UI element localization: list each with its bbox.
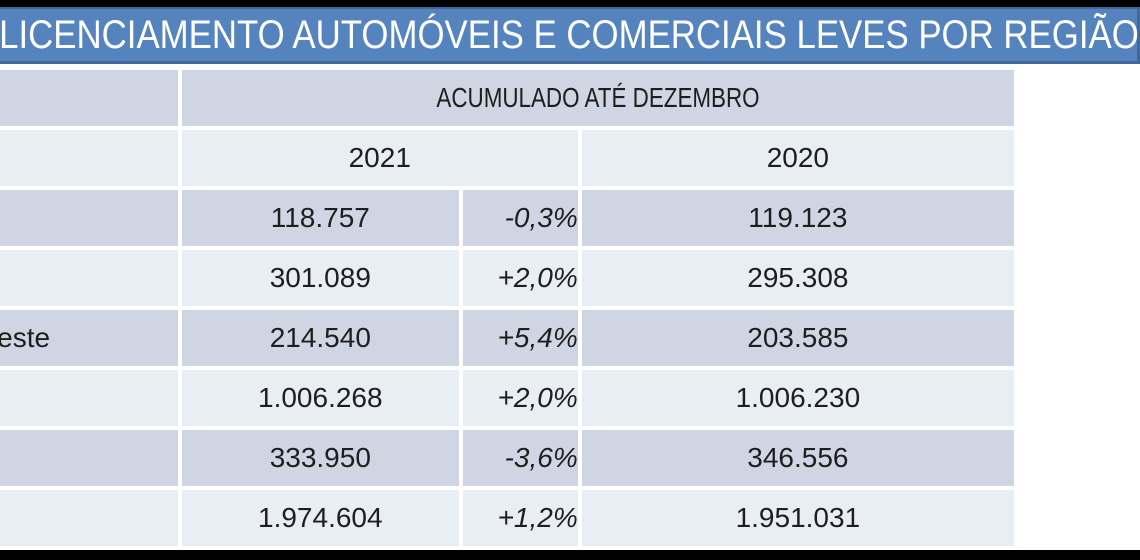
- year-2021-header: 2021: [181, 130, 578, 186]
- value-2021-cell: 1.974.604: [181, 490, 459, 546]
- value-2020-cell: 295.308: [581, 250, 1014, 306]
- table-row: Nordeste 301.089 +2,0% 295.308: [0, 250, 1014, 306]
- pct-change-cell: +1,2%: [462, 490, 578, 546]
- region-cell: [0, 370, 178, 426]
- region-cell: Centro-Oeste: [0, 310, 178, 366]
- table-row: 1.006.268 +2,0% 1.006.230: [0, 370, 1014, 426]
- pct-change-cell: +2,0%: [462, 250, 578, 306]
- pct-change-cell: -0,3%: [462, 190, 578, 246]
- header-region-cell: [0, 70, 178, 126]
- value-2021-cell: 333.950: [181, 430, 459, 486]
- value-2020-cell: 119.123: [581, 190, 1014, 246]
- region-cell: [0, 190, 178, 246]
- pct-change-cell: -3,6%: [462, 430, 578, 486]
- value-2020-cell: 1.006.230: [581, 370, 1014, 426]
- region-cell: [0, 430, 178, 486]
- bottom-crop-strip: [0, 550, 1140, 560]
- table-row-total: 1.974.604 +1,2% 1.951.031: [0, 490, 1014, 546]
- header-region-cell-2: [0, 130, 178, 186]
- pct-change-cell: +5,4%: [462, 310, 578, 366]
- table-row: 333.950 -3,6% 346.556: [0, 430, 1014, 486]
- title-bar: LICENCIAMENTO AUTOMÓVEIS E COMERCIAIS LE…: [0, 7, 1140, 64]
- page-title: LICENCIAMENTO AUTOMÓVEIS E COMERCIAIS LE…: [0, 13, 1139, 57]
- accumulated-header-cell: ACUMULADO ATÉ DEZEMBRO: [181, 70, 1014, 126]
- value-2021-cell: 118.757: [181, 190, 459, 246]
- licensing-table: ACUMULADO ATÉ DEZEMBRO 2021 2020 118.757…: [0, 66, 1018, 550]
- pct-change-cell: +2,0%: [462, 370, 578, 426]
- region-cell: Nordeste: [0, 250, 178, 306]
- header-row-accumulated: ACUMULADO ATÉ DEZEMBRO: [0, 70, 1014, 126]
- region-cell: [0, 490, 178, 546]
- top-crop-strip: [0, 0, 1140, 7]
- accumulated-header-label: ACUMULADO ATÉ DEZEMBRO: [436, 82, 760, 113]
- value-2020-cell: 346.556: [581, 430, 1014, 486]
- value-2020-cell: 1.951.031: [581, 490, 1014, 546]
- value-2020-cell: 203.585: [581, 310, 1014, 366]
- value-2021-cell: 301.089: [181, 250, 459, 306]
- table-row: 118.757 -0,3% 119.123: [0, 190, 1014, 246]
- value-2021-cell: 1.006.268: [181, 370, 459, 426]
- table-row: Centro-Oeste 214.540 +5,4% 203.585: [0, 310, 1014, 366]
- year-2020-header: 2020: [581, 130, 1014, 186]
- header-row-years: 2021 2020: [0, 130, 1014, 186]
- value-2021-cell: 214.540: [181, 310, 459, 366]
